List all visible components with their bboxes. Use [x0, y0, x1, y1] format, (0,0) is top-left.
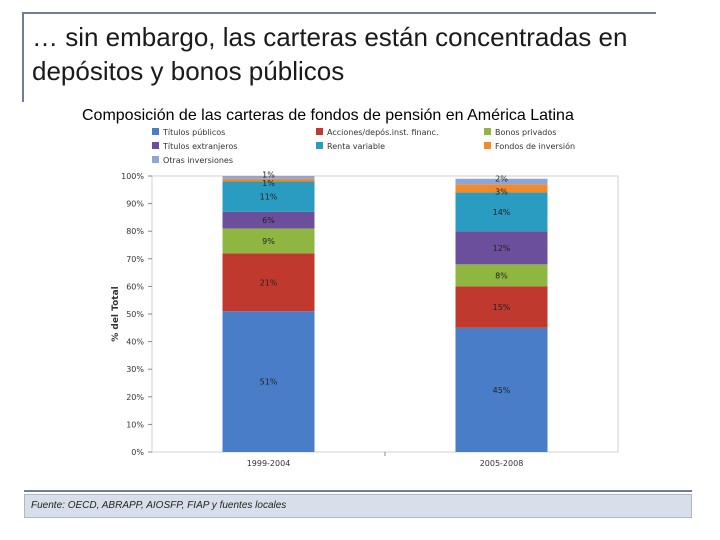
bar-data-label: 8% [495, 271, 508, 280]
bar-data-label: 11% [260, 193, 278, 202]
x-category-label: 1999-2004 [247, 459, 291, 468]
bar-segment [455, 184, 548, 193]
source-text: Fuente: OECD, ABRAPP, AIOSFP, FIAP y fue… [31, 500, 287, 511]
legend-label: Bonos privados [495, 128, 556, 137]
y-tick-label: 0% [131, 448, 144, 457]
bar-segment [222, 311, 315, 452]
legend-swatch [316, 128, 323, 135]
bar-data-label: 45% [493, 386, 511, 395]
bar-data-label: 9% [262, 237, 275, 246]
bar-data-label: 3% [495, 187, 508, 196]
title-frame [22, 12, 656, 102]
legend-label: Renta variable [327, 142, 385, 151]
bar-segment [455, 264, 548, 287]
bar-segment [222, 178, 315, 182]
chart-title: Composición de las carteras de fondos de… [82, 107, 574, 124]
stacked-bar-chart: 0% 10% 20% 30% 40% 50% 60% 70% 80% 90% 100% % del T… [111, 127, 619, 468]
legend-swatch [316, 142, 323, 149]
y-tick-label: 20% [126, 393, 144, 402]
bar-segment [455, 231, 548, 265]
bar-data-label: 14% [493, 208, 511, 217]
y-tick-label: 30% [126, 365, 144, 374]
bar-segment [455, 286, 548, 328]
bar-data-label: 1% [262, 179, 275, 188]
bar-segment [455, 327, 548, 452]
bar-segment [222, 211, 315, 229]
legend-label: Títulos públicos [162, 128, 225, 137]
y-tick-label: 100% [121, 172, 144, 181]
bar-segment [222, 181, 315, 212]
bar-data-label: 6% [262, 216, 275, 225]
bar-data-label: 15% [493, 303, 511, 312]
bar-segment [222, 228, 315, 254]
bar-segment [222, 253, 315, 312]
y-tick-label: 90% [126, 200, 144, 209]
bar-data-label: 12% [493, 244, 511, 253]
bar-segment [455, 192, 548, 232]
y-tick-label: 60% [126, 282, 144, 291]
bar-data-label: 51% [260, 378, 278, 387]
legend-label: Títulos extranjeros [162, 142, 237, 151]
legend-swatch [484, 128, 491, 135]
bar-data-label: 1% [262, 170, 275, 179]
bar-data-label: 2% [495, 175, 508, 184]
y-axis-label: % del Total [111, 286, 121, 342]
legend-swatch [152, 156, 159, 163]
y-tick-label: 70% [126, 255, 144, 264]
plot-area [151, 175, 619, 453]
y-tick-label: 40% [126, 338, 144, 347]
legend-label: Otras inversiones [163, 156, 233, 165]
y-tick-label: 10% [126, 420, 144, 429]
bar-data-label: 21% [260, 278, 278, 287]
legend-swatch [484, 142, 491, 149]
bar-segment [222, 176, 315, 179]
x-category-label: 2005-2008 [480, 459, 524, 468]
source-divider [24, 490, 692, 492]
legend-label: Acciones/depós.inst. financ. [327, 127, 439, 137]
legend-swatch [152, 128, 159, 135]
y-tick-label: 50% [126, 310, 144, 319]
legend-swatch [152, 142, 159, 149]
bar-segment [455, 178, 548, 185]
legend-label: Fondos de inversión [495, 141, 575, 151]
y-tick-label: 80% [126, 227, 144, 236]
source-box: Fuente: OECD, ABRAPP, AIOSFP, FIAP y fue… [24, 494, 692, 518]
slide-title: … sin embargo, las carteras están concen… [32, 22, 628, 86]
